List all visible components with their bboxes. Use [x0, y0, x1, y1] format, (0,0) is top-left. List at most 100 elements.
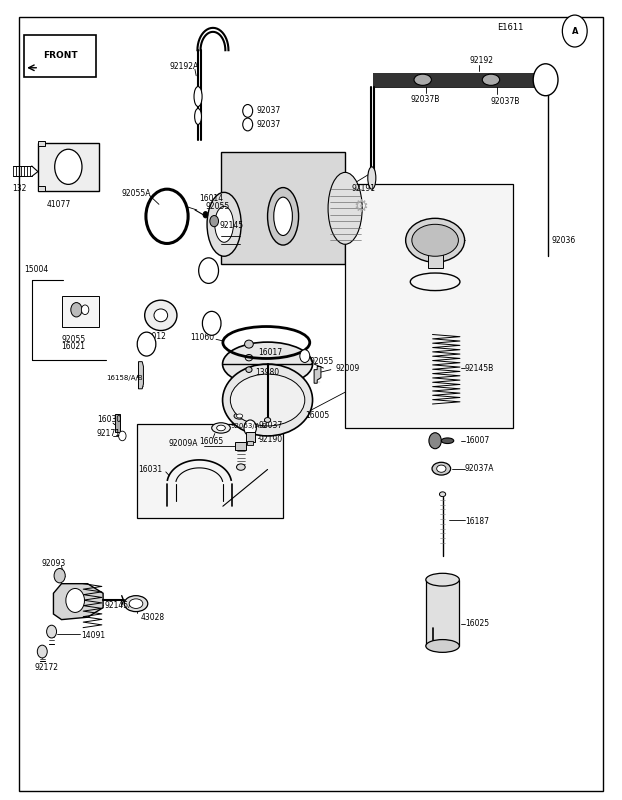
Ellipse shape [245, 354, 253, 361]
Ellipse shape [211, 422, 230, 433]
Text: 16005: 16005 [305, 411, 329, 421]
Text: A: A [209, 319, 215, 328]
Ellipse shape [328, 172, 362, 244]
Text: 41077: 41077 [47, 200, 71, 210]
Bar [426, 580, 459, 646]
Bar [221, 153, 345, 264]
Text: FRONT: FRONT [43, 51, 78, 60]
Bar [38, 142, 45, 146]
Text: 16158/A/B: 16158/A/B [106, 374, 143, 381]
Circle shape [54, 569, 65, 583]
Circle shape [66, 589, 85, 613]
Text: 92009: 92009 [336, 363, 360, 373]
Bar [62, 296, 99, 326]
Circle shape [243, 118, 253, 131]
Ellipse shape [223, 342, 312, 386]
Text: 92171: 92171 [97, 429, 121, 438]
Text: ⚙: ⚙ [353, 198, 368, 216]
Ellipse shape [437, 465, 446, 472]
Ellipse shape [414, 74, 432, 86]
Text: 92037B: 92037B [411, 95, 440, 104]
Bar [38, 143, 99, 190]
Circle shape [203, 211, 208, 218]
Text: 92037A: 92037A [465, 464, 494, 473]
Circle shape [244, 420, 256, 436]
Text: A: A [572, 26, 578, 35]
Ellipse shape [432, 462, 450, 475]
Text: 15004: 15004 [24, 266, 49, 274]
Text: 11060: 11060 [190, 334, 214, 342]
Ellipse shape [215, 206, 233, 242]
Circle shape [71, 302, 82, 317]
Text: 92036: 92036 [552, 236, 576, 245]
Circle shape [119, 431, 126, 441]
Text: 92037: 92037 [256, 106, 281, 115]
Polygon shape [53, 584, 103, 620]
Circle shape [137, 332, 156, 356]
Text: 92037: 92037 [259, 421, 283, 430]
Bar [345, 184, 513, 428]
Text: 16065: 16065 [199, 437, 223, 446]
Text: 92009A: 92009A [169, 439, 198, 449]
Ellipse shape [406, 218, 465, 262]
Circle shape [429, 433, 442, 449]
Text: 16014: 16014 [199, 194, 223, 203]
Text: PartsRepublik: PartsRepublik [202, 386, 420, 414]
Text: E1611: E1611 [497, 23, 524, 32]
Text: 92037B: 92037B [491, 97, 521, 106]
Text: 11012: 11012 [142, 332, 166, 341]
Text: 92191: 92191 [351, 184, 375, 194]
Bar [428, 240, 443, 268]
Text: 92192A: 92192A [170, 62, 199, 70]
Ellipse shape [274, 197, 292, 235]
Ellipse shape [246, 382, 252, 386]
Circle shape [243, 105, 253, 118]
Text: 92190: 92190 [259, 435, 283, 445]
Text: 16187: 16187 [465, 517, 489, 526]
Text: 92037: 92037 [256, 120, 281, 129]
Text: B: B [144, 339, 149, 349]
Text: 14091: 14091 [81, 631, 106, 640]
Bar [247, 441, 253, 445]
Polygon shape [314, 366, 321, 383]
Text: 16031: 16031 [139, 465, 162, 474]
Text: 16030: 16030 [97, 415, 121, 425]
Ellipse shape [234, 413, 245, 419]
Ellipse shape [482, 74, 499, 86]
Ellipse shape [195, 109, 202, 125]
Text: 16017: 16017 [258, 347, 282, 357]
Ellipse shape [129, 599, 143, 609]
Ellipse shape [368, 167, 376, 189]
Ellipse shape [244, 340, 253, 348]
Ellipse shape [223, 364, 312, 436]
Ellipse shape [145, 300, 177, 330]
Text: 92145A: 92145A [105, 601, 134, 610]
Circle shape [55, 150, 82, 184]
Ellipse shape [426, 639, 459, 652]
Text: 92145: 92145 [219, 222, 243, 230]
Bar [115, 414, 121, 432]
Circle shape [37, 645, 47, 658]
Bar [246, 432, 254, 442]
Ellipse shape [124, 596, 148, 612]
Text: 16025: 16025 [465, 619, 489, 628]
Ellipse shape [154, 309, 168, 322]
Text: 92172: 92172 [35, 663, 59, 672]
Text: 92063/A-D: 92063/A-D [230, 422, 267, 429]
Polygon shape [139, 362, 144, 389]
Ellipse shape [246, 367, 252, 373]
Circle shape [81, 305, 89, 314]
Circle shape [533, 64, 558, 96]
Ellipse shape [194, 86, 202, 106]
Text: 16007: 16007 [465, 436, 489, 446]
Ellipse shape [216, 425, 225, 430]
Ellipse shape [236, 464, 245, 470]
Circle shape [47, 626, 57, 638]
Bar [24, 35, 96, 77]
Text: 132: 132 [12, 184, 27, 194]
Ellipse shape [412, 224, 458, 256]
Bar [373, 73, 534, 87]
Ellipse shape [230, 374, 305, 426]
Bar [38, 186, 45, 190]
Circle shape [300, 350, 310, 362]
